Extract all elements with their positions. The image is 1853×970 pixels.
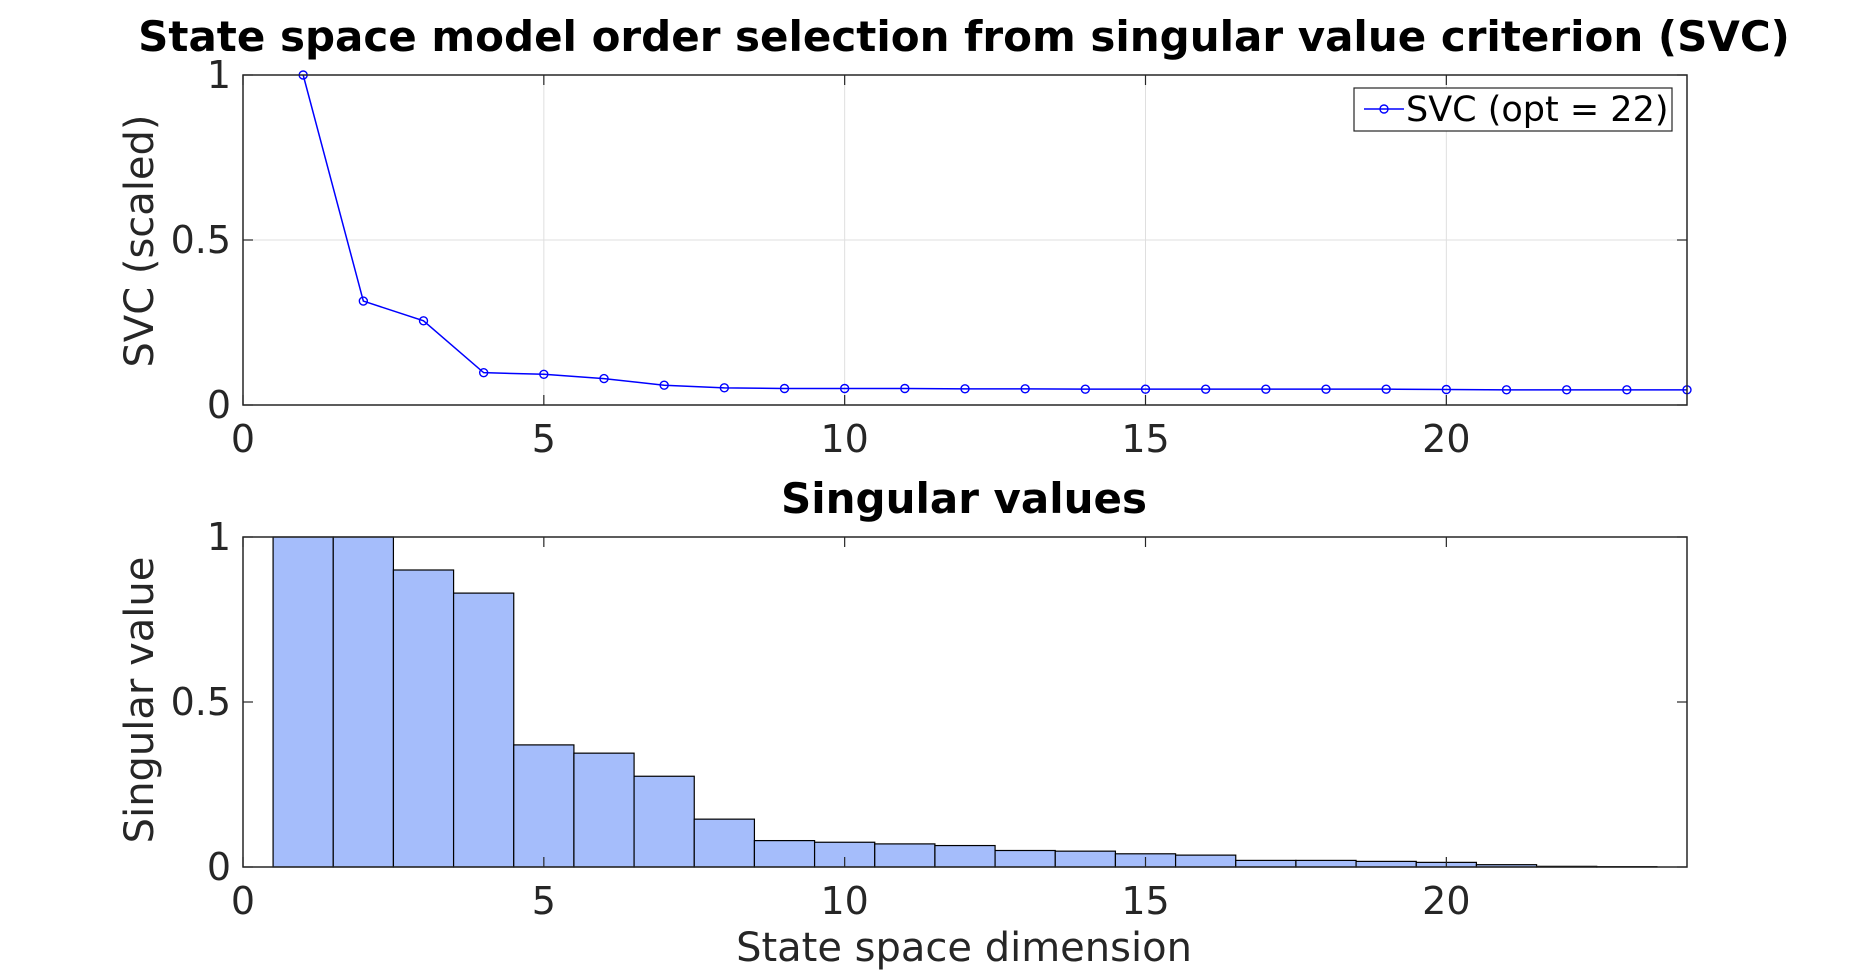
svc-chart-title: State space model order selection from s… xyxy=(138,12,1790,61)
singular-value-bar xyxy=(1295,859,1357,868)
svc-data-point xyxy=(1381,384,1391,394)
svc-y-tick-label: 0 xyxy=(207,383,231,427)
singular-values-x-tick-label: 15 xyxy=(1121,879,1169,923)
svc-y-tick-label: 1 xyxy=(207,53,231,97)
svc-data-point xyxy=(418,316,429,326)
singular-values-bars xyxy=(272,536,1658,868)
svc-legend-marker xyxy=(1379,104,1389,114)
svc-legend-box xyxy=(1353,87,1673,132)
svc-data-point xyxy=(599,373,609,384)
singular-value-bar xyxy=(573,752,635,868)
svc-ticks: 0 5 10 15 20 0 0.5 1 xyxy=(171,53,1687,461)
svc-data-point xyxy=(779,383,790,394)
svc-data-point xyxy=(1200,384,1211,394)
svc-data-point xyxy=(960,384,970,394)
svc-data-point xyxy=(900,383,910,394)
singular-values-x-tick-label: 20 xyxy=(1422,879,1470,923)
svc-x-tick-label: 10 xyxy=(820,417,868,461)
singular-values-x-axis-label: State space dimension xyxy=(736,925,1192,970)
svc-series-line xyxy=(302,74,1687,391)
svc-data-point xyxy=(659,380,669,390)
svc-data-point xyxy=(1622,385,1632,395)
singular-value-bar xyxy=(1355,860,1417,868)
svc-y-axis-label: SVC (scaled) xyxy=(117,114,163,367)
singular-value-bar xyxy=(633,775,695,868)
svc-data-point xyxy=(478,367,489,378)
singular-values-subplot: Singular values Singular value State spa… xyxy=(117,474,1688,970)
svc-data-point xyxy=(1501,385,1512,395)
singular-value-bar xyxy=(753,839,816,868)
singular-value-bar xyxy=(513,744,575,868)
singular-value-bar xyxy=(392,569,455,868)
singular-values-y-axis-label: Singular value xyxy=(117,557,163,844)
singular-values-x-tick-label: 5 xyxy=(532,879,556,923)
singular-values-ticks: 0 5 10 15 20 0 0.5 1 xyxy=(171,515,1687,923)
svc-subplot: State space model order selection from s… xyxy=(117,12,1790,461)
singular-value-bar xyxy=(874,843,936,868)
svc-x-tick-label: 20 xyxy=(1422,417,1470,461)
singular-value-bar xyxy=(693,818,756,868)
singular-values-y-tick-label: 0 xyxy=(207,845,231,889)
svc-legend-label: SVC (opt = 22) xyxy=(1406,90,1669,130)
svc-legend: SVC (opt = 22) xyxy=(1353,87,1673,132)
svc-data-point xyxy=(1441,384,1452,395)
svc-data-point xyxy=(539,369,549,380)
singular-values-title: Singular values xyxy=(781,474,1147,523)
svc-axes-frame xyxy=(242,74,1688,406)
svc-data-point xyxy=(839,383,850,394)
svc-data-point xyxy=(1261,384,1271,394)
singular-value-bar xyxy=(934,844,996,868)
singular-value-bar xyxy=(1174,854,1237,868)
singular-values-x-tick-label: 10 xyxy=(820,879,868,923)
svc-x-tick-label: 0 xyxy=(231,417,255,461)
svc-data-point xyxy=(358,296,369,306)
singular-values-x-tick-label: 0 xyxy=(231,879,255,923)
svc-data-point xyxy=(1321,384,1331,394)
svc-data-point xyxy=(1561,385,1572,395)
svc-y-tick-label: 0.5 xyxy=(171,218,231,262)
svc-x-tick-label: 15 xyxy=(1121,417,1169,461)
singular-value-bar xyxy=(452,592,515,868)
singular-value-bar xyxy=(332,536,395,868)
singular-value-bar xyxy=(1054,850,1117,868)
svc-data-point xyxy=(1140,384,1151,394)
singular-values-axes-frame xyxy=(242,536,1688,868)
singular-value-bar xyxy=(994,849,1056,868)
svc-x-tick-label: 5 xyxy=(532,417,556,461)
svc-data-point xyxy=(1080,384,1091,394)
svc-data-point xyxy=(1020,384,1030,394)
singular-value-bar xyxy=(1235,859,1297,868)
singular-value-bar xyxy=(272,536,334,868)
svc-data-point xyxy=(719,383,730,393)
singular-values-y-tick-label: 1 xyxy=(207,515,231,559)
singular-values-y-tick-label: 0.5 xyxy=(171,680,231,724)
